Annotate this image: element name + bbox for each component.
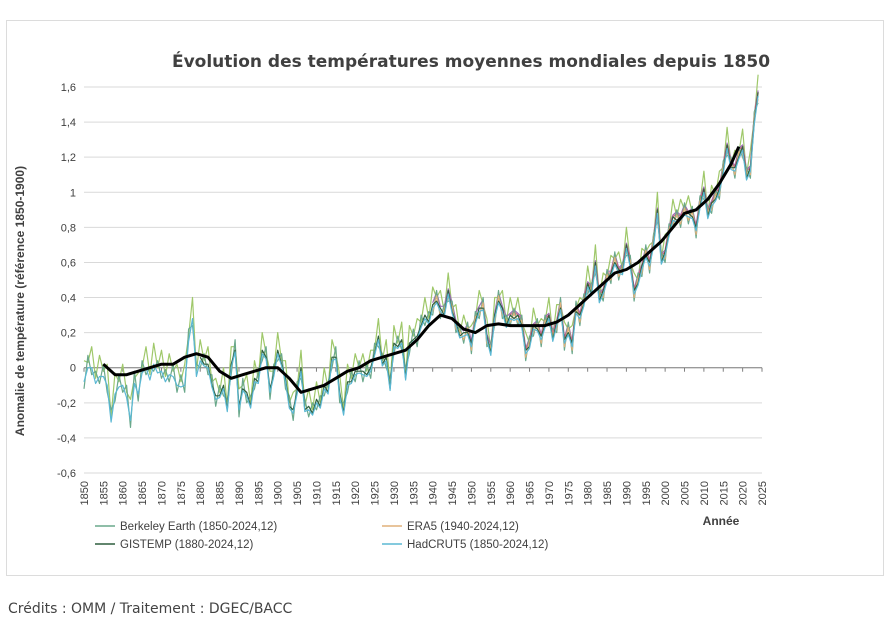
legend: Berkeley Earth (1850-2024,12) ERA5 (1940-… bbox=[95, 521, 548, 551]
x-tick-label: 1955 bbox=[486, 481, 498, 505]
y-tick-label: 1,2 bbox=[61, 152, 76, 164]
x-tick-label: 1895 bbox=[253, 481, 265, 505]
y-tick-label: -0,4 bbox=[57, 433, 76, 445]
x-tick-label: 1980 bbox=[583, 481, 595, 505]
x-tick-label: 1935 bbox=[408, 481, 420, 505]
x-tick-label: 2010 bbox=[699, 481, 711, 505]
y-tick-label: 1,4 bbox=[61, 117, 76, 129]
y-tick-label: 0,2 bbox=[61, 328, 76, 340]
x-tick-label: 1960 bbox=[505, 481, 517, 505]
x-tick-label: 1945 bbox=[447, 481, 459, 505]
x-tick-label: 1940 bbox=[428, 481, 440, 505]
x-axis-label: Année bbox=[703, 514, 740, 528]
y-tick-label: 0,8 bbox=[61, 222, 76, 234]
y-tick-label: -0,6 bbox=[57, 468, 76, 480]
x-tick-labels: 1850 1855 1860 1865 1870 1875 1880 1885 1890 1895… bbox=[79, 481, 769, 505]
chart-svg: Évolution des températures moyennes mond… bbox=[13, 50, 770, 551]
y-tick-labels: -0,6 -0,4 -0,2 0 0,2 0,4 0,6 0,8 1 1,2 1,4 1,6 bbox=[57, 82, 76, 480]
series-line bbox=[199, 92, 759, 414]
x-tick-label: 1875 bbox=[176, 481, 188, 505]
series-line bbox=[509, 92, 759, 351]
y-tick-label: 0 bbox=[70, 363, 76, 375]
x-tick-label: 1905 bbox=[292, 481, 304, 505]
grid bbox=[83, 86, 763, 474]
x-tick-label: 1860 bbox=[118, 481, 130, 505]
x-tick-label: 1920 bbox=[350, 481, 362, 505]
x-tick-label: 1910 bbox=[311, 481, 323, 505]
series-line bbox=[432, 99, 759, 358]
y-tick-label: 1 bbox=[70, 187, 76, 199]
legend-label: ERA5 (1940-2024,12) bbox=[407, 521, 519, 533]
x-tick-label: 1880 bbox=[195, 481, 207, 505]
x-tick-label: 2005 bbox=[680, 481, 692, 505]
x-tick-label: 1995 bbox=[641, 481, 653, 505]
x-tick-label: 1915 bbox=[331, 481, 343, 505]
y-tick-label: 0,6 bbox=[61, 257, 76, 269]
x-tick-label: 1930 bbox=[389, 481, 401, 505]
y-tick-label: 1,6 bbox=[61, 82, 76, 94]
series-line bbox=[83, 95, 759, 423]
x-tick-label: 1900 bbox=[273, 481, 285, 505]
series-line bbox=[83, 102, 759, 428]
x-tick-label: 1890 bbox=[234, 481, 246, 505]
x-tick-label: 1975 bbox=[563, 481, 575, 505]
legend-label: Berkeley Earth (1850-2024,12) bbox=[120, 521, 277, 533]
x-tick-label: 2025 bbox=[757, 481, 769, 505]
x-tick-label: 1885 bbox=[215, 481, 227, 505]
legend-label: GISTEMP (1880-2024,12) bbox=[120, 539, 254, 551]
x-tick-label: 1965 bbox=[525, 481, 537, 505]
x-tick-label: 1990 bbox=[621, 481, 633, 505]
x-tick-label: 2000 bbox=[660, 481, 672, 505]
chart-container: Évolution des températures moyennes mond… bbox=[6, 20, 884, 576]
credits-caption: Crédits : OMM / Traitement : DGEC/BACC bbox=[8, 601, 293, 617]
x-tick-label: 1985 bbox=[602, 481, 614, 505]
trend-line bbox=[102, 146, 741, 394]
legend-label: HadCRUT5 (1850-2024,12) bbox=[407, 539, 548, 551]
x-tick-label: 1865 bbox=[137, 481, 149, 505]
y-tick-label: -0,2 bbox=[57, 398, 76, 410]
x-tick-label: 1925 bbox=[370, 481, 382, 505]
series-lines bbox=[83, 74, 759, 428]
x-tick-label: 1855 bbox=[98, 481, 110, 505]
x-tick-label: 2015 bbox=[718, 481, 730, 505]
y-axis-label: Anomalie de température (référence 1850-… bbox=[13, 166, 27, 436]
x-tick-label: 1850 bbox=[79, 481, 91, 505]
x-tick-label: 2020 bbox=[738, 481, 750, 505]
x-tick-label: 1870 bbox=[156, 481, 168, 505]
x-tick-label: 1950 bbox=[466, 481, 478, 505]
chart-title: Évolution des températures moyennes mond… bbox=[172, 50, 770, 72]
x-tick-label: 1970 bbox=[544, 481, 556, 505]
y-tick-label: 0,4 bbox=[61, 293, 76, 305]
